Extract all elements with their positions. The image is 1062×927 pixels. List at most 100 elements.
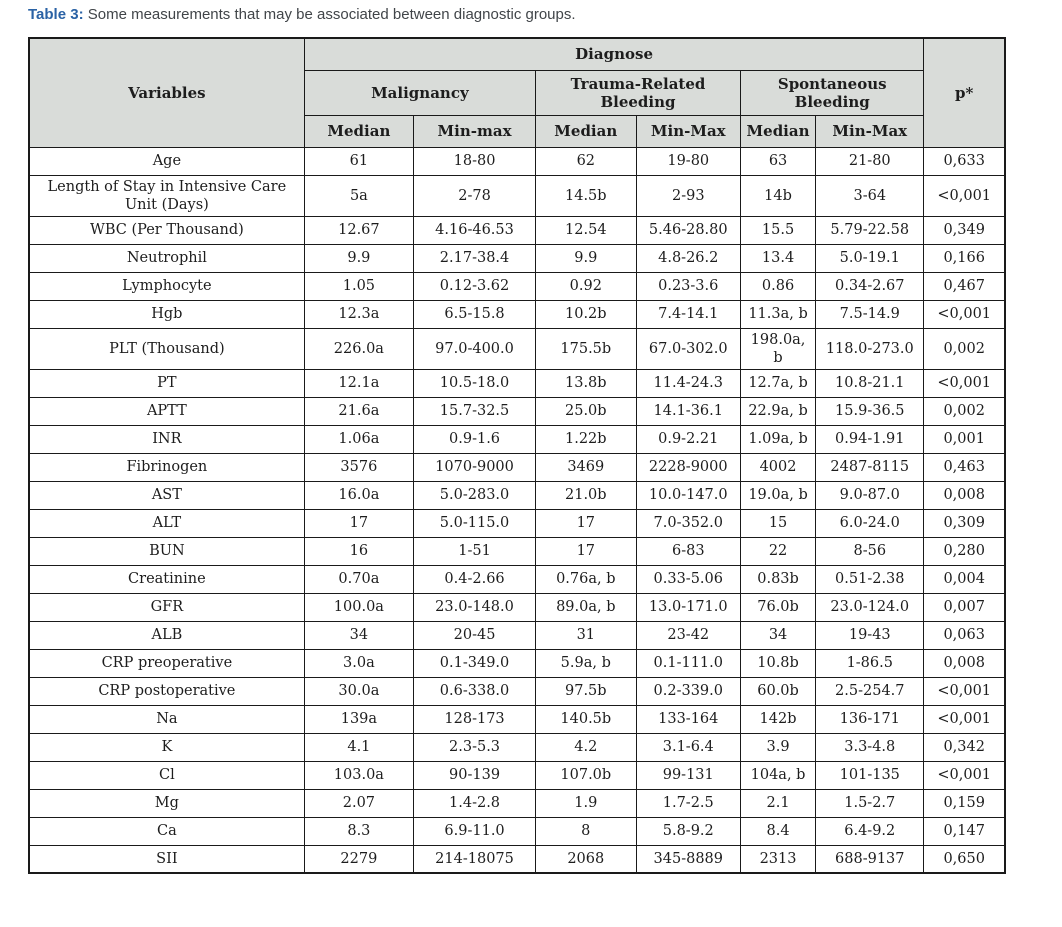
value-cell: 0,002 [923, 327, 1006, 370]
value-cell: 0,349 [923, 215, 1006, 245]
table-caption-text: Some measurements that may be associated… [83, 6, 576, 23]
value-cell: 5.9a, b [535, 648, 637, 678]
variable-cell: ALB [28, 620, 305, 650]
variable-cell: Age [28, 146, 305, 176]
measurements-table: Variables Diagnose p* Malignancy Trauma-… [28, 37, 1006, 874]
value-cell: 0,467 [923, 271, 1006, 301]
value-cell: 15 [739, 508, 817, 538]
value-cell: 13.4 [739, 243, 817, 273]
value-cell: 0,063 [923, 620, 1006, 650]
table-row: Fibrinogen 3576 1070-9000 3469 2228-9000 4002… [28, 452, 1006, 482]
value-cell: 142b [739, 704, 817, 734]
column-header-p-value: p* [923, 37, 1006, 148]
value-cell: 7.5-14.9 [815, 299, 925, 329]
value-cell: 2-78 [413, 174, 537, 217]
value-cell: 12.3a [303, 299, 415, 329]
table-row: Length of Stay in Intensive Care Unit (D… [28, 174, 1006, 217]
value-cell: 0.4-2.66 [413, 564, 537, 594]
table-row: Age 61 18-80 62 19-80 63 21-80 0,633 [28, 146, 1006, 176]
variable-cell: Cl [28, 760, 305, 790]
value-cell: 10.0-147.0 [635, 480, 741, 510]
variable-cell: Ca [28, 816, 305, 846]
value-cell: 0.1-111.0 [635, 648, 741, 678]
value-cell: 3.1-6.4 [635, 732, 741, 762]
value-cell: 61 [303, 146, 415, 176]
table-row: Hgb 12.3a 6.5-15.8 10.2b 7.4-14.1 11.3a, b 7.5… [28, 299, 1006, 329]
value-cell: 4002 [739, 452, 817, 482]
value-cell: 0.76a, b [535, 564, 637, 594]
header-row-top: Variables Diagnose p* [28, 37, 1006, 148]
value-cell: 3469 [535, 452, 637, 482]
variable-cell: PLT (Thousand) [28, 327, 305, 370]
value-cell: 23-42 [635, 620, 741, 650]
value-cell: 214-18075 [413, 844, 537, 874]
value-cell: 128-173 [413, 704, 537, 734]
value-cell: 5.0-115.0 [413, 508, 537, 538]
variable-cell: Length of Stay in Intensive Care Unit (D… [28, 174, 305, 217]
value-cell: 0.9-2.21 [635, 424, 741, 454]
table-caption-label: Table 3: [28, 6, 84, 23]
table-row: ALT 17 5.0-115.0 17 7.0-352.0 15 6.0-24.0 0,309 [28, 508, 1006, 538]
value-cell: 6.5-15.8 [413, 299, 537, 329]
value-cell: 688-9137 [815, 844, 925, 874]
value-cell: 101-135 [815, 760, 925, 790]
value-cell: 17 [535, 536, 637, 566]
value-cell: <0,001 [923, 704, 1006, 734]
value-cell: 1.7-2.5 [635, 788, 741, 818]
value-cell: 0.34-2.67 [815, 271, 925, 301]
value-cell: 21.0b [535, 480, 637, 510]
value-cell: 12.67 [303, 215, 415, 245]
value-cell: 0,001 [923, 424, 1006, 454]
value-cell: 5.46-28.80 [635, 215, 741, 245]
variable-cell: CRP postoperative [28, 676, 305, 706]
table-row: CRP postoperative 30.0a 0.6-338.0 97.5b 0.2-… [28, 676, 1006, 706]
value-cell: 13.8b [535, 368, 637, 398]
value-cell: 90-139 [413, 760, 537, 790]
value-cell: 0,650 [923, 844, 1006, 874]
value-cell: 0,342 [923, 732, 1006, 762]
value-cell: 89.0a, b [535, 592, 637, 622]
value-cell: 5.0-19.1 [815, 243, 925, 273]
value-cell: 0.83b [739, 564, 817, 594]
subheader-spontaneous-median: Median [739, 114, 817, 148]
value-cell: 10.8-21.1 [815, 368, 925, 398]
variable-cell: GFR [28, 592, 305, 622]
value-cell: 23.0-148.0 [413, 592, 537, 622]
variable-cell: INR [28, 424, 305, 454]
subheader-malignancy-minmax: Min-max [413, 114, 537, 148]
subheader-trauma-minmax: Min-Max [635, 114, 741, 148]
value-cell: 34 [303, 620, 415, 650]
value-cell: 2.07 [303, 788, 415, 818]
value-cell: 104a, b [739, 760, 817, 790]
variable-cell: CRP preoperative [28, 648, 305, 678]
table-row: PLT (Thousand) 226.0a 97.0-400.0 175.5b 67.0… [28, 327, 1006, 370]
value-cell: 1.4-2.8 [413, 788, 537, 818]
value-cell: 1.05 [303, 271, 415, 301]
value-cell: 16 [303, 536, 415, 566]
value-cell: 12.7a, b [739, 368, 817, 398]
value-cell: 10.8b [739, 648, 817, 678]
value-cell: 0.70a [303, 564, 415, 594]
value-cell: 1.5-2.7 [815, 788, 925, 818]
table-row: ALB 34 20-45 31 23-42 34 19-43 0,063 [28, 620, 1006, 650]
value-cell: 0.9-1.6 [413, 424, 537, 454]
value-cell: 2487-8115 [815, 452, 925, 482]
value-cell: 21-80 [815, 146, 925, 176]
value-cell: 25.0b [535, 396, 637, 426]
value-cell: 198.0a, b [739, 327, 817, 370]
page: Table 3: Some measurements that may be a… [28, 6, 1006, 874]
value-cell: 0.12-3.62 [413, 271, 537, 301]
value-cell: 0.86 [739, 271, 817, 301]
value-cell: 4.1 [303, 732, 415, 762]
value-cell: 118.0-273.0 [815, 327, 925, 370]
value-cell: 4.16-46.53 [413, 215, 537, 245]
variable-cell: Lymphocyte [28, 271, 305, 301]
group-header-spontaneous-bleeding: Spontaneous Bleeding [739, 69, 925, 116]
variable-cell: PT [28, 368, 305, 398]
value-cell: 22 [739, 536, 817, 566]
table-row: Neutrophil 9.9 2.17-38.4 9.9 4.8-26.2 13.4 5.0… [28, 243, 1006, 273]
value-cell: 4.2 [535, 732, 637, 762]
value-cell: 22.9a, b [739, 396, 817, 426]
value-cell: 0,463 [923, 452, 1006, 482]
value-cell: 30.0a [303, 676, 415, 706]
